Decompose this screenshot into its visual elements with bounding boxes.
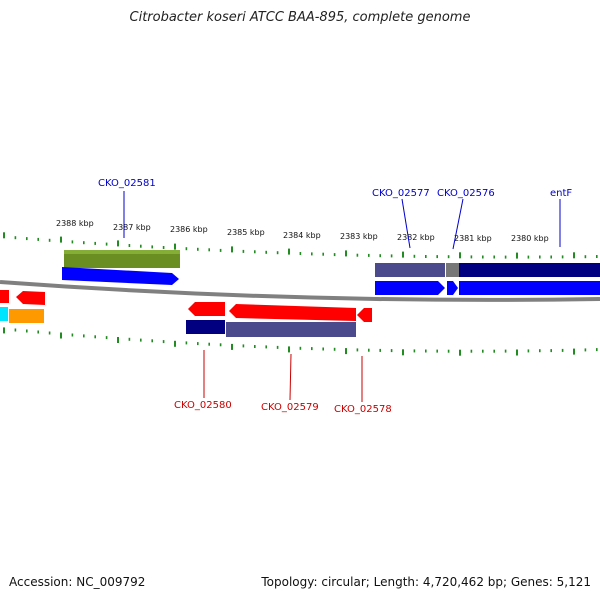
accession-label: Accession: NC_009792 [9,575,146,589]
cds-feature-reverse[interactable] [188,302,225,316]
cds-feature-cyan[interactable] [0,307,8,321]
gene-label[interactable]: CKO_02576 [437,188,495,199]
cds-feature-slate[interactable] [226,322,356,337]
cds-feature-dark-blue[interactable] [186,320,225,334]
cds-feature-reverse[interactable] [229,304,356,321]
leader-line [289,353,292,401]
cds-feature-forward[interactable] [62,267,179,285]
scale-label: 2387 kbp [113,223,151,232]
scale-label: 2381 kbp [454,234,492,243]
gene-label[interactable]: CKO_02580 [174,400,232,411]
gene-label[interactable]: CKO_02578 [334,404,392,415]
gene-label[interactable]: CKO_02581 [98,178,156,189]
scale-label: 2385 kbp [227,228,265,237]
cds-feature-slate[interactable] [375,263,445,277]
chromosome-backbone [0,280,600,302]
cds-feature-orange[interactable] [9,309,44,323]
genome-summary: Topology: circular; Length: 4,720,462 bp… [261,575,591,589]
genome-title: Citrobacter koseri ATCC BAA-895, complet… [129,10,471,25]
cds-feature-reverse[interactable] [357,308,372,322]
cds-feature-forward[interactable] [447,281,458,295]
cds-feature-forward[interactable] [375,281,445,295]
scale-label: 2386 kbp [170,225,208,234]
scale-label: 2382 kbp [397,233,435,242]
leader-line [452,198,464,250]
gene-label[interactable]: CKO_02577 [372,188,430,199]
leader-line [401,198,411,249]
cds-feature-gray[interactable] [446,263,459,277]
scale-label: 2384 kbp [283,231,321,240]
scale-label: 2388 kbp [56,219,94,228]
bottom-scale-ruler [3,327,598,356]
cds-feature-forward[interactable] [459,281,600,295]
scale-labels: 2388 kbp 2387 kbp 2386 kbp 2385 kbp 2384… [56,219,549,243]
cds-feature-dark-blue[interactable] [459,263,600,277]
cds-feature-reverse[interactable] [16,291,45,305]
top-scale-ruler [3,232,598,259]
cds-feature-olive[interactable] [64,250,180,268]
label-leaders [123,191,561,402]
reverse-strand-features [0,290,372,337]
gene-label[interactable]: entF [550,188,572,199]
feature-highlight [64,250,180,254]
cds-feature-reverse[interactable] [0,290,9,303]
forward-strand-features [62,250,600,295]
gene-labels: CKO_02581 CKO_02577 CKO_02576 entF CKO_0… [98,178,572,415]
scale-label: 2383 kbp [340,232,378,241]
scale-label: 2380 kbp [511,234,549,243]
gene-label[interactable]: CKO_02579 [261,402,319,413]
